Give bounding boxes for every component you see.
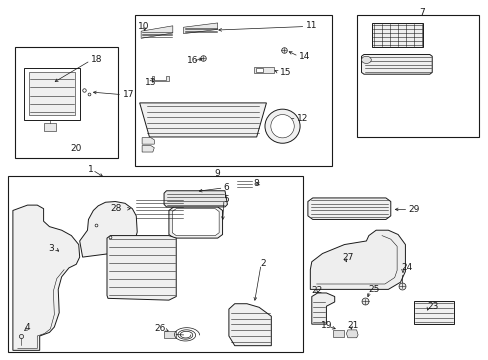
- Polygon shape: [361, 54, 431, 74]
- Text: 21: 21: [346, 321, 358, 330]
- Polygon shape: [346, 330, 357, 338]
- Text: 25: 25: [367, 285, 379, 294]
- Text: 7: 7: [418, 8, 424, 17]
- Ellipse shape: [361, 56, 370, 63]
- Text: 27: 27: [341, 253, 353, 262]
- Text: 18: 18: [91, 55, 102, 64]
- Polygon shape: [80, 202, 137, 257]
- Polygon shape: [168, 207, 222, 238]
- Bar: [332, 330, 343, 337]
- Bar: [24, 68, 80, 120]
- Text: 5: 5: [223, 195, 229, 204]
- Bar: [356, 15, 478, 137]
- Text: 6: 6: [223, 183, 229, 192]
- Text: 10: 10: [138, 22, 149, 31]
- Polygon shape: [13, 205, 80, 350]
- Text: 4: 4: [24, 323, 30, 332]
- Bar: [254, 67, 273, 73]
- Polygon shape: [183, 23, 217, 34]
- Bar: [256, 68, 263, 72]
- Bar: [44, 123, 56, 131]
- Polygon shape: [140, 103, 266, 137]
- Bar: [413, 301, 453, 324]
- Text: 15: 15: [279, 68, 290, 77]
- Text: 1: 1: [88, 165, 94, 174]
- Text: 22: 22: [311, 286, 323, 295]
- Polygon shape: [228, 304, 271, 346]
- Text: 19: 19: [321, 321, 332, 330]
- Polygon shape: [152, 76, 168, 81]
- Text: 20: 20: [70, 144, 82, 153]
- Text: 3: 3: [48, 244, 54, 253]
- Bar: [163, 331, 176, 338]
- Text: 26: 26: [154, 324, 165, 333]
- Polygon shape: [163, 191, 227, 207]
- Text: 12: 12: [297, 114, 308, 123]
- Text: 28: 28: [110, 204, 122, 213]
- Polygon shape: [310, 230, 405, 289]
- Text: 9: 9: [214, 170, 220, 179]
- Bar: [8, 176, 303, 352]
- Text: 14: 14: [299, 52, 310, 61]
- Bar: [125, 204, 134, 213]
- Text: 2: 2: [260, 259, 265, 268]
- Ellipse shape: [270, 114, 294, 138]
- Text: 13: 13: [144, 78, 156, 87]
- Polygon shape: [235, 177, 253, 192]
- Polygon shape: [142, 145, 154, 152]
- Bar: [135, 15, 331, 166]
- Polygon shape: [307, 198, 390, 220]
- Bar: [29, 72, 75, 116]
- Text: 24: 24: [401, 264, 412, 273]
- Text: 23: 23: [427, 302, 438, 311]
- Text: 11: 11: [305, 21, 317, 30]
- Polygon shape: [172, 209, 219, 235]
- Text: 16: 16: [186, 57, 198, 66]
- Ellipse shape: [264, 109, 300, 143]
- Text: 29: 29: [408, 205, 419, 214]
- Polygon shape: [142, 138, 154, 144]
- Text: 17: 17: [122, 90, 134, 99]
- Polygon shape: [311, 293, 334, 324]
- Polygon shape: [107, 235, 176, 300]
- Polygon shape: [133, 197, 184, 220]
- Bar: [15, 47, 118, 158]
- Bar: [371, 23, 423, 46]
- Polygon shape: [141, 26, 172, 39]
- Text: 8: 8: [253, 179, 259, 188]
